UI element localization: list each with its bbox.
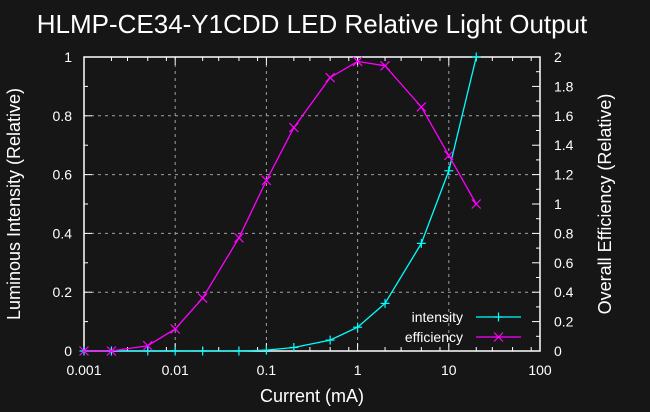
legend-marker-efficiency	[493, 332, 504, 342]
x-tick-label: 10	[441, 362, 457, 378]
efficiency-point	[471, 199, 482, 209]
intensity-point	[234, 346, 244, 356]
x-axis-title: Current (mA)	[260, 386, 364, 406]
y-tick-label: 0.8	[53, 108, 73, 124]
y-tick-label: 0.4	[53, 225, 73, 241]
series-efficiency	[79, 56, 482, 356]
y-tick-labels: 0 0.2 0.4 0.6 0.8 1	[53, 49, 73, 359]
efficiency-point	[288, 122, 299, 133]
legend-label-efficiency: efficiency	[405, 329, 463, 345]
plot-border	[83, 56, 541, 352]
y2-tick-labels: 0 0.2 0.4 0.6 0.8 1 1.2 1.4 1.6 1.8 2	[554, 49, 574, 359]
x-tick-label: 1	[354, 362, 362, 378]
efficiency-point	[325, 72, 336, 83]
y2-axis-title: Overall Efficiency (Relative)	[595, 94, 615, 315]
y2-tick-label: 0.2	[554, 314, 574, 330]
efficiency-point	[416, 102, 427, 112]
y2-tick-label: 0.6	[554, 255, 574, 271]
efficiency-point	[142, 340, 153, 351]
legend-marker-intensity	[494, 312, 503, 322]
x-tick-label: 0.1	[257, 362, 277, 378]
y-tick-label: 0	[64, 343, 72, 359]
intensity-point	[353, 322, 363, 332]
y2-tick-label: 2	[554, 49, 562, 65]
y-tick-label: 0.6	[53, 167, 73, 183]
y2-tick-label: 1.2	[554, 167, 574, 183]
x-tick-label: 0.01	[162, 362, 189, 378]
efficiency-point	[443, 150, 454, 161]
efficiency-point	[170, 324, 181, 334]
y2-tick-label: 1.4	[554, 137, 574, 153]
intensity-point	[289, 342, 299, 352]
x-tick-label: 0.001	[66, 362, 101, 378]
x-tick-label: 100	[528, 362, 552, 378]
intensity-point	[380, 298, 390, 308]
y-tick-label: 0.2	[53, 284, 73, 300]
intensity-point	[261, 345, 271, 355]
x-tick-labels: 0.001 0.01 0.1 1 10 100	[66, 362, 551, 378]
intensity-line	[84, 56, 477, 352]
intensity-point	[198, 346, 208, 356]
intensity-point	[170, 346, 180, 356]
efficiency-line	[84, 60, 477, 352]
y-axis-title: Luminous Intensity (Relative)	[4, 88, 24, 320]
efficiency-point	[234, 232, 244, 243]
grid	[84, 57, 540, 351]
chart-title: HLMP-CE34-Y1CDD LED Relative Light Outpu…	[37, 9, 588, 39]
efficiency-point	[261, 175, 272, 186]
y2-tick-label: 0	[554, 343, 562, 359]
legend: intensity efficiency	[405, 309, 521, 345]
intensity-point	[325, 335, 335, 345]
y2-tick-label: 1.8	[554, 78, 574, 94]
efficiency-point	[106, 346, 117, 356]
legend-label-intensity: intensity	[412, 309, 463, 325]
y2-tick-label: 0.8	[554, 225, 574, 241]
intensity-point	[416, 238, 426, 248]
series	[79, 52, 482, 356]
y2-tick-label: 1.6	[554, 108, 574, 124]
y2-tick-label: 0.4	[554, 284, 574, 300]
y2-tick-label: 1	[554, 196, 562, 212]
intensity-point	[444, 166, 454, 176]
efficiency-point	[79, 346, 89, 356]
intensity-point	[143, 346, 153, 356]
y-tick-label: 1	[64, 49, 72, 65]
efficiency-point	[380, 60, 390, 71]
efficiency-point	[352, 56, 363, 67]
intensity-point	[471, 52, 481, 62]
efficiency-point	[197, 293, 208, 304]
series-intensity	[79, 52, 481, 356]
